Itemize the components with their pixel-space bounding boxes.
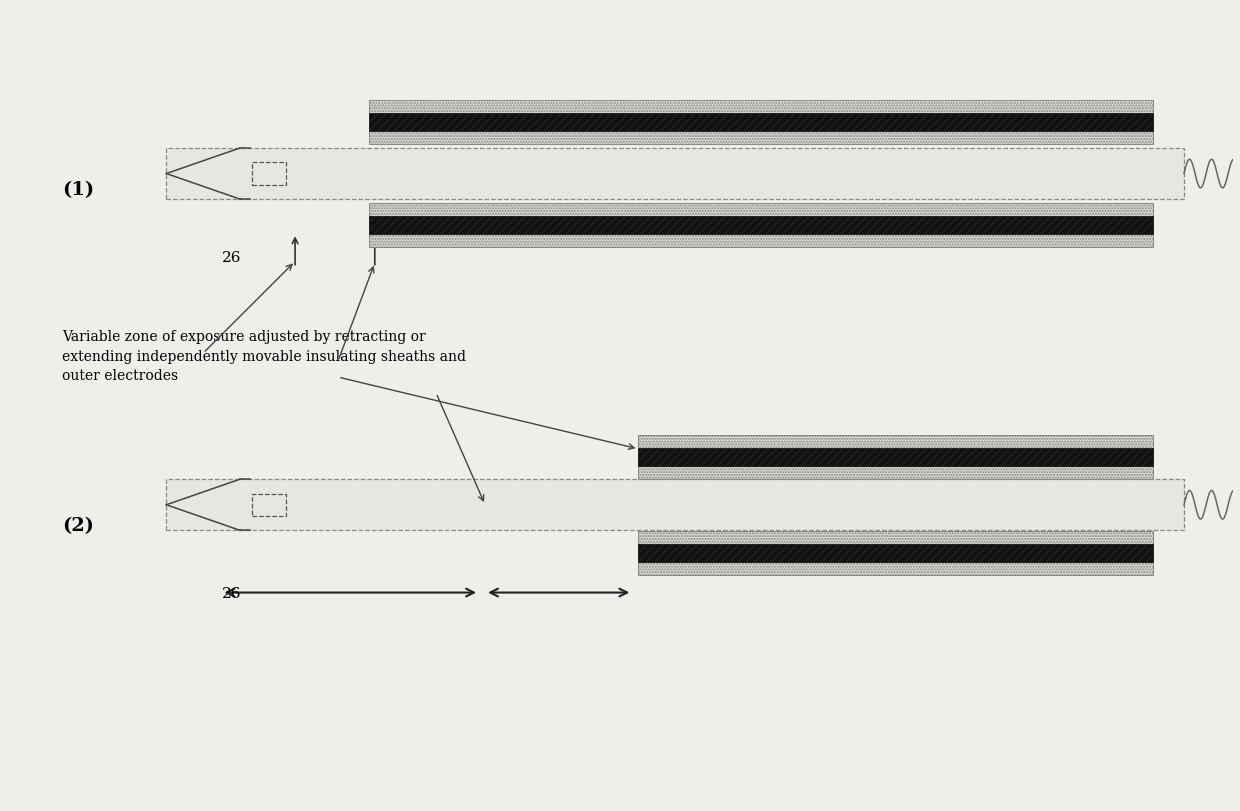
Bar	[639, 544, 1153, 562]
Bar	[252, 163, 286, 186]
Bar	[639, 531, 1153, 575]
Bar	[639, 436, 1153, 479]
Text: 26: 26	[222, 251, 241, 265]
Text: 26: 26	[222, 586, 241, 600]
Bar	[368, 204, 1153, 248]
Text: Variable zone of exposure adjusted by retracting or
extending independently mova: Variable zone of exposure adjusted by re…	[62, 330, 466, 383]
Bar	[368, 101, 1153, 144]
Bar	[639, 448, 1153, 466]
Text: (1): (1)	[62, 182, 94, 200]
Bar	[166, 149, 1184, 200]
Bar	[252, 494, 286, 517]
Text: (2): (2)	[62, 516, 94, 534]
Bar	[166, 479, 1184, 530]
Bar	[368, 217, 1153, 235]
Bar	[368, 114, 1153, 131]
